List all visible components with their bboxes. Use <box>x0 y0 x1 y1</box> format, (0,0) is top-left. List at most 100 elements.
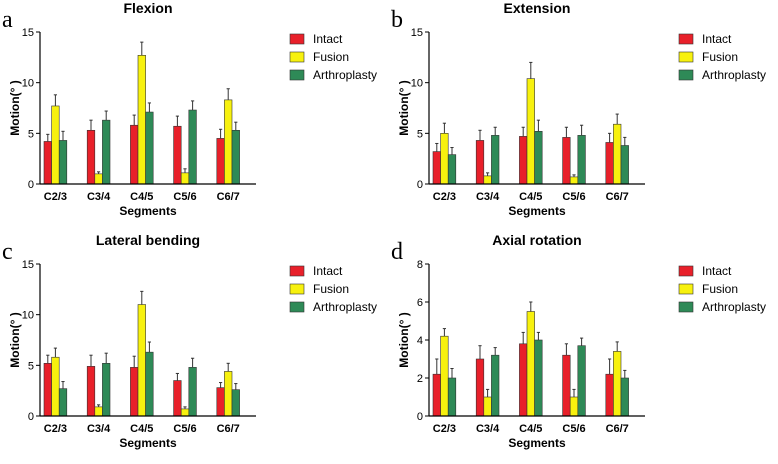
bar-arthroplasty-c2-3 <box>447 154 457 185</box>
y-tick-label: 5 <box>417 128 423 140</box>
bar-fusion-c5-6 <box>569 396 579 417</box>
x-axis-label: Segments <box>508 436 566 450</box>
bar-arthroplasty-c4-5 <box>145 111 154 185</box>
bar-intact-c3-4 <box>86 366 96 417</box>
bar-arthroplasty-c2-3 <box>447 377 457 417</box>
legend-swatch-intact <box>289 33 305 45</box>
chart-title: Lateral bending <box>96 232 200 248</box>
x-tick-label-c4-5: C4/5 <box>519 191 542 203</box>
bar-fusion-c3-4 <box>94 173 103 185</box>
bar-intact-c6-7 <box>605 373 614 417</box>
bar-intact-c2-3 <box>432 373 441 417</box>
chart-lateral-bending: c Lateral bending 0 5 10 15 C2/3 C3/4 C4/5 C5/6 C6… <box>2 232 377 450</box>
x-tick-label-c4-5: C4/5 <box>130 423 153 435</box>
bar-intact-c4-5 <box>130 367 139 417</box>
bar-arthroplasty-c3-4 <box>102 363 111 417</box>
panel-flexion: a Flexion 0 5 10 15 C2/3 C3/4 C4/5 C5/6 C6/7 Segmen… <box>0 0 389 232</box>
x-tick-label-c5-6: C5/6 <box>173 191 196 203</box>
bar-fusion-c2-3 <box>51 105 60 185</box>
panel-letter-d: d <box>391 239 403 265</box>
legend-label-intact: Intact <box>702 32 732 46</box>
legend-swatch-intact <box>289 265 305 277</box>
legend-swatch-arthroplasty <box>289 69 305 81</box>
legend-label-arthroplasty: Arthroplasty <box>702 300 766 314</box>
y-tick-label: 0 <box>417 411 423 423</box>
bar-intact-c3-4 <box>475 358 485 417</box>
bar-fusion-c6-7 <box>224 371 233 417</box>
y-tick-label: 10 <box>22 78 34 90</box>
y-axis-label: Motion(° ) <box>397 312 411 367</box>
bar-arthroplasty-c5-6 <box>188 367 197 417</box>
bar-arthroplasty-c6-7 <box>231 389 240 417</box>
y-axis-label: Motion(° ) <box>8 312 22 367</box>
panel-letter-a: a <box>2 7 13 33</box>
x-tick-label-c6-7: C6/7 <box>217 423 240 435</box>
legend-label-intact: Intact <box>313 264 343 278</box>
y-tick-label: 5 <box>28 128 34 140</box>
bar-fusion-c4-5 <box>137 55 146 185</box>
bar-arthroplasty-c2-3 <box>58 388 68 417</box>
x-tick-label-c5-6: C5/6 <box>562 423 585 435</box>
bar-intact-c2-3 <box>43 141 52 185</box>
bar-intact-c4-5 <box>519 343 528 417</box>
x-tick-label-c3-4: C3/4 <box>476 423 500 435</box>
bar-fusion-c6-7 <box>613 123 622 185</box>
bar-arthroplasty-c6-7 <box>231 129 240 185</box>
bar-arthroplasty-c2-3 <box>58 140 68 185</box>
bar-fusion-c4-5 <box>526 311 535 417</box>
x-tick-label-c2-3: C2/3 <box>433 191 456 203</box>
chart-title: Axial rotation <box>492 232 581 248</box>
panel-extension: b Extension 0 5 10 15 C2/3 C3/4 C4/5 C5/6 C6/7 Segm… <box>389 0 778 232</box>
bar-arthroplasty-c6-7 <box>620 145 629 185</box>
y-tick-label: 6 <box>417 297 423 309</box>
panel-letter-b: b <box>391 7 403 33</box>
y-tick-label: 2 <box>417 373 423 385</box>
legend-label-fusion: Fusion <box>702 282 738 296</box>
panel-letter-c: c <box>2 239 13 265</box>
legend-swatch-fusion <box>289 283 305 295</box>
chart-extension: b Extension 0 5 10 15 C2/3 C3/4 C4/5 C5/6 C6/7 Segm… <box>391 0 766 218</box>
bar-arthroplasty-c5-6 <box>577 345 586 417</box>
bar-arthroplasty-c4-5 <box>534 131 543 185</box>
legend-label-fusion: Fusion <box>313 282 349 296</box>
bar-intact-c5-6 <box>562 354 571 417</box>
x-axis-label: Segments <box>508 204 566 218</box>
y-tick-label: 10 <box>411 78 423 90</box>
bar-arthroplasty-c3-4 <box>491 135 500 185</box>
x-axis-label: Segments <box>119 436 177 450</box>
x-tick-label-c3-4: C3/4 <box>476 191 500 203</box>
legend-label-intact: Intact <box>313 32 343 46</box>
x-tick-label-c2-3: C2/3 <box>44 191 67 203</box>
bar-fusion-c5-6 <box>569 176 579 185</box>
bar-fusion-c3-4 <box>483 396 492 417</box>
y-tick-label: 10 <box>22 310 34 322</box>
y-axis-label: Motion(° ) <box>397 80 411 135</box>
y-tick-label: 0 <box>28 411 34 423</box>
y-tick-label: 4 <box>417 335 423 347</box>
y-tick-label: 15 <box>22 27 34 39</box>
bar-intact-c2-3 <box>43 363 52 417</box>
legend-label-arthroplasty: Arthroplasty <box>702 68 766 82</box>
bar-fusion-c4-5 <box>137 304 146 417</box>
bar-fusion-c3-4 <box>94 406 103 417</box>
bar-fusion-c2-3 <box>51 356 60 417</box>
bar-fusion-c6-7 <box>224 99 233 185</box>
panel-axial-rotation: d Axial rotation 0 2 4 6 8 C2/3 C3/4 C4/5 C5/6 C6/7… <box>389 232 778 464</box>
chart-title: Extension <box>504 0 571 16</box>
x-tick-label-c5-6: C5/6 <box>173 423 196 435</box>
y-tick-label: 15 <box>22 259 34 271</box>
bar-arthroplasty-c6-7 <box>620 377 629 417</box>
bar-intact-c5-6 <box>173 125 182 185</box>
y-tick-label: 15 <box>411 27 423 39</box>
bar-fusion-c6-7 <box>613 351 622 417</box>
x-tick-label-c3-4: C3/4 <box>87 423 111 435</box>
x-tick-label-c6-7: C6/7 <box>606 423 629 435</box>
legend-swatch-arthroplasty <box>678 301 694 313</box>
legend-swatch-arthroplasty <box>678 69 694 81</box>
bar-fusion-c5-6 <box>180 172 190 185</box>
legend-swatch-intact <box>678 265 694 277</box>
bar-arthroplasty-c4-5 <box>534 339 543 417</box>
chart-title: Flexion <box>123 0 172 16</box>
bar-intact-c4-5 <box>519 136 528 185</box>
legend-label-fusion: Fusion <box>702 50 738 64</box>
